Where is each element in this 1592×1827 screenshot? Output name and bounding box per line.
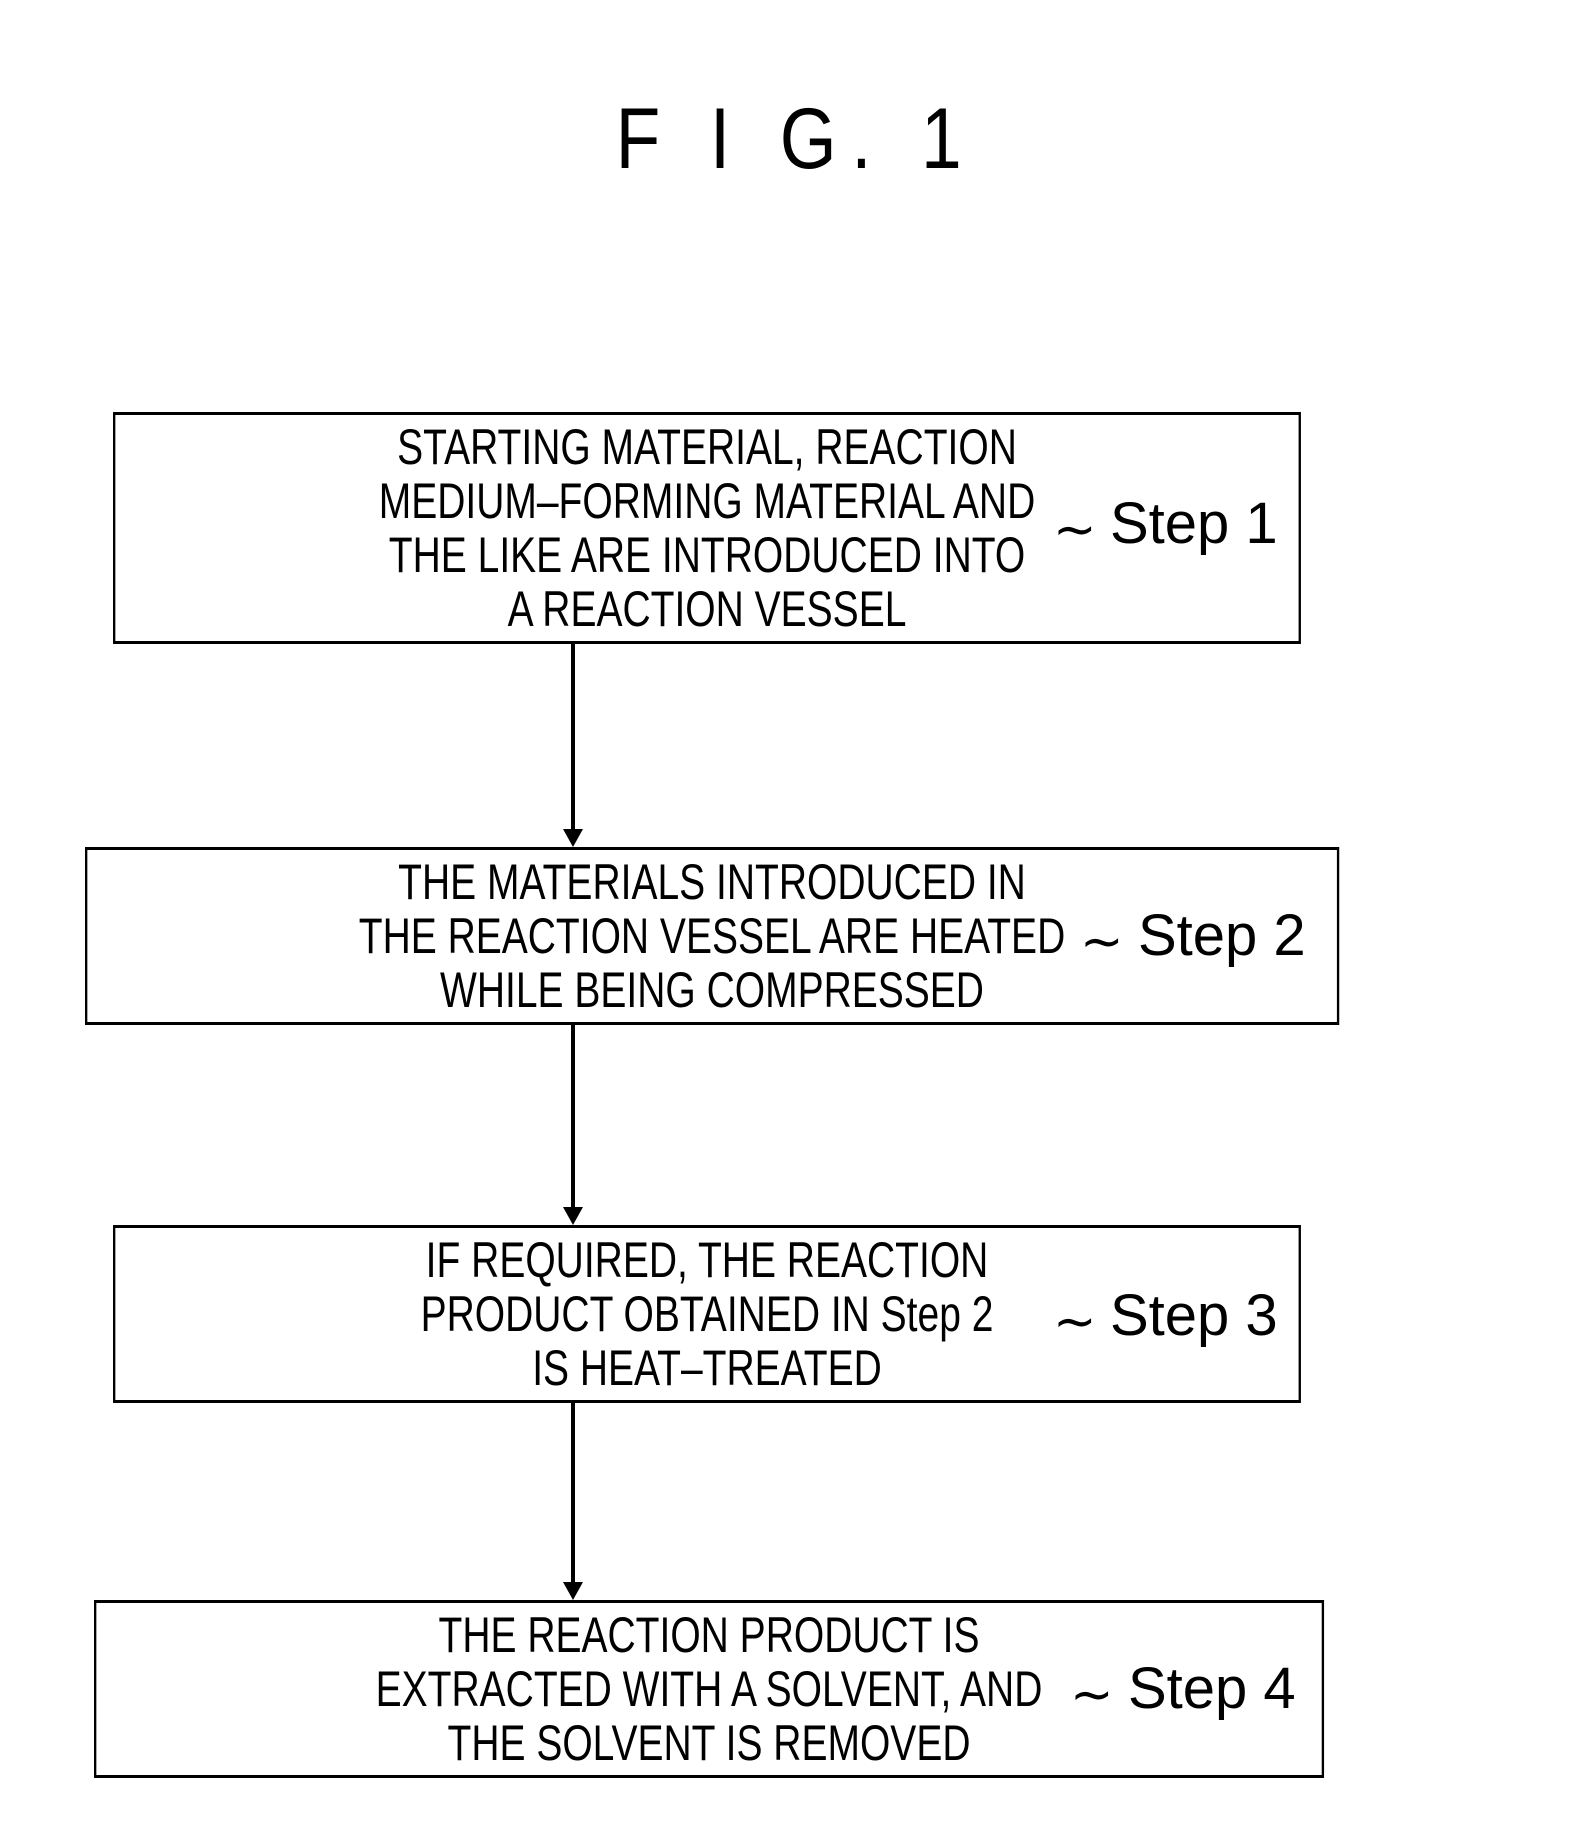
step4-connector-tilde: ∼	[1070, 1665, 1114, 1725]
step3-label: Step 3	[1110, 1282, 1278, 1349]
figure-page: F I G. 1 STARTING MATERIAL, REACTIONMEDI…	[0, 0, 1592, 1827]
step-box-line: WHILE BEING COMPRESSED	[440, 963, 984, 1017]
step4-label: Step 4	[1128, 1655, 1296, 1722]
step-box-line: IS HEAT–TREATED	[532, 1341, 882, 1395]
arrow-line	[571, 1025, 575, 1207]
arrow-line	[571, 1403, 575, 1582]
arrow-head-icon	[563, 1207, 583, 1225]
step1-connector-tilde: ∼	[1053, 500, 1097, 560]
step1-label: Step 1	[1110, 490, 1278, 557]
step-box-line: THE SOLVENT IS REMOVED	[447, 1716, 970, 1770]
step-box-line: THE REACTION PRODUCT IS	[438, 1608, 979, 1662]
figure-title: F I G. 1	[119, 90, 1472, 189]
arrow-line	[571, 644, 575, 829]
step2-connector-tilde: ∼	[1080, 912, 1124, 972]
step2-label: Step 2	[1138, 902, 1306, 969]
step-box-line: IF REQUIRED, THE REACTION	[426, 1233, 989, 1287]
arrow-head-icon	[563, 1582, 583, 1600]
step-box-line: THE MATERIALS INTRODUCED IN	[398, 855, 1026, 909]
step-box-line: THE LIKE ARE INTRODUCED INTO	[389, 528, 1025, 582]
step-box-line: PRODUCT OBTAINED IN Step 2	[421, 1287, 994, 1341]
step-box-line: THE REACTION VESSEL ARE HEATED	[359, 909, 1065, 963]
step3-connector-tilde: ∼	[1053, 1292, 1097, 1352]
arrow-head-icon	[563, 829, 583, 847]
step-box-line: EXTRACTED WITH A SOLVENT, AND	[376, 1662, 1043, 1716]
step-box-line: STARTING MATERIAL, REACTION	[397, 420, 1017, 474]
step-box-line: A REACTION VESSEL	[508, 582, 907, 636]
step-box-line: MEDIUM–FORMING MATERIAL AND	[379, 474, 1036, 528]
